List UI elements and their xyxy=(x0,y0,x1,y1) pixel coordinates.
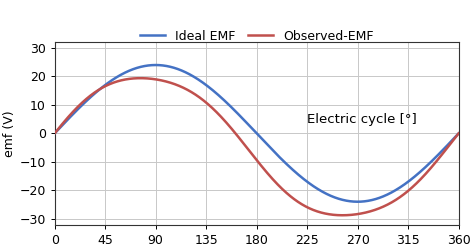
Observed-EMF xyxy=(370,209,376,212)
Text: Electric cycle [°]: Electric cycle [°] xyxy=(307,113,417,126)
Ideal EMF xyxy=(355,200,360,203)
Observed-EMF xyxy=(138,77,144,80)
Ideal EMF xyxy=(238,115,244,118)
Observed-EMF xyxy=(52,132,57,135)
Ideal EMF xyxy=(73,110,78,113)
Ideal EMF xyxy=(445,144,450,147)
Line: Ideal EMF: Ideal EMF xyxy=(55,65,459,202)
Observed-EMF xyxy=(248,152,254,155)
Legend: Ideal EMF, Observed-EMF: Ideal EMF, Observed-EMF xyxy=(135,25,378,48)
Y-axis label: emf (V): emf (V) xyxy=(3,110,17,157)
Ideal EMF xyxy=(370,198,376,201)
Observed-EMF xyxy=(444,146,450,150)
Line: Observed-EMF: Observed-EMF xyxy=(55,78,459,215)
Ideal EMF xyxy=(153,64,158,66)
Observed-EMF xyxy=(456,132,462,135)
Ideal EMF xyxy=(444,144,450,147)
Observed-EMF xyxy=(339,214,345,217)
Observed-EMF xyxy=(445,146,450,149)
Ideal EMF xyxy=(456,132,462,135)
Ideal EMF xyxy=(248,126,254,129)
Observed-EMF xyxy=(73,108,78,111)
Observed-EMF xyxy=(238,138,244,141)
Ideal EMF xyxy=(52,132,57,135)
